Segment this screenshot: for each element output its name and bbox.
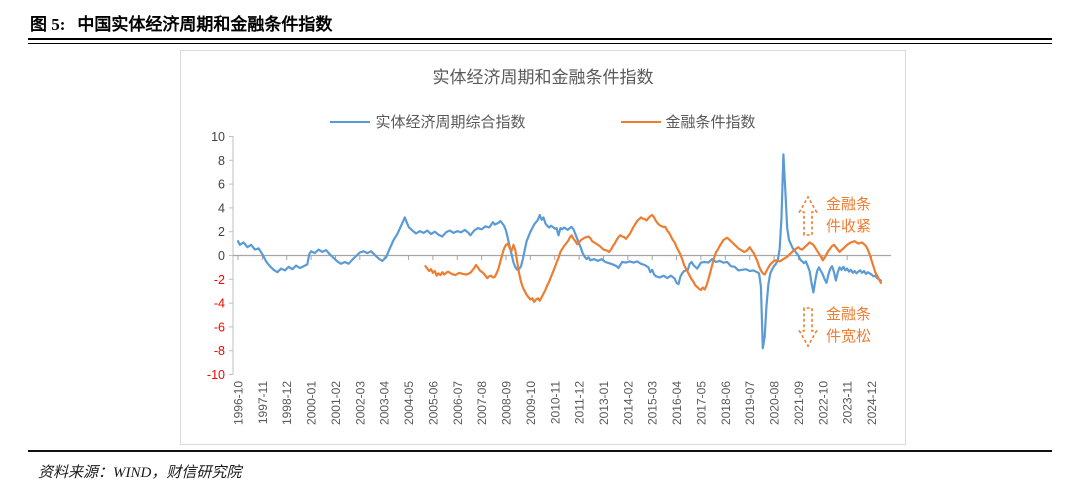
- x-tick-label: 2021-09: [792, 381, 806, 425]
- x-tick-label: 2008-09: [500, 381, 514, 425]
- x-tick-label: 2014-02: [621, 381, 635, 425]
- figure-title: 中国实体经济周期和金融条件指数: [77, 15, 333, 34]
- figure-header: 图 5: 中国实体经济周期和金融条件指数: [30, 10, 332, 35]
- source-rule: [28, 450, 1052, 452]
- y-tick-label: 8: [218, 154, 225, 168]
- x-tick-label: 2000-01: [305, 381, 319, 425]
- annotation-text: 件宽松: [826, 328, 871, 345]
- x-tick-label: 2003-04: [378, 381, 392, 425]
- legend-item-financial-conditions: 金融条件指数: [620, 111, 756, 132]
- legend-line-orange-icon: [620, 120, 661, 123]
- line-chart-plot: -10 -8 -6 -4 -2 0 2 4 6 8 10 1996-10 1997-11 1998-12 2…: [207, 130, 891, 425]
- series-line-economy-cycle: [236, 153, 883, 350]
- y-tick-label: 0: [218, 249, 225, 263]
- x-tick-label: 2007-08: [475, 381, 489, 425]
- y-tick-label: -6: [214, 320, 225, 334]
- chart-legend: 实体经济周期综合指数 金融条件指数: [181, 111, 905, 132]
- annotation-text: 金融条: [826, 306, 871, 323]
- legend-item-economy-index: 实体经济周期综合指数: [330, 111, 526, 132]
- up-arrow-icon: [798, 195, 818, 236]
- x-tick-label: 2016-04: [670, 381, 684, 425]
- y-tick-label: -8: [214, 344, 225, 358]
- y-tick-label: 4: [218, 201, 225, 215]
- chart-title: 实体经济周期和金融条件指数: [432, 68, 654, 87]
- legend-label-financial-conditions: 金融条件指数: [665, 114, 756, 131]
- y-tick-label: -10: [207, 368, 225, 382]
- annotation-text: 件收紧: [826, 218, 871, 235]
- x-tick-label: 2004-05: [402, 381, 416, 425]
- x-tick-label: 1996-10: [232, 381, 246, 425]
- x-axis: 1996-10 1997-11 1998-12 2000-01 2001-02 2002-…: [232, 254, 891, 425]
- x-tick-label: 1997-11: [256, 381, 270, 424]
- legend-label-economy-index: 实体经济周期综合指数: [375, 114, 526, 131]
- y-tick-label: -2: [214, 273, 225, 287]
- x-tick-label: 2011-12: [573, 381, 587, 424]
- y-tick-label: 10: [211, 130, 225, 144]
- x-tick-label: 2020-08: [768, 381, 782, 425]
- x-tick-label: 2001-02: [329, 381, 343, 425]
- x-tick-label: 2009-10: [524, 381, 538, 425]
- source-text: 资料来源：WIND，财信研究院: [38, 465, 242, 481]
- x-tick-label: 2023-11: [841, 381, 855, 424]
- x-tick-label: 2019-07: [743, 381, 757, 425]
- x-tick-label: 2002-03: [353, 381, 367, 425]
- y-tick-label: 2: [218, 225, 225, 239]
- x-tick-label: 2013-01: [597, 381, 611, 425]
- x-tick-label: 2017-05: [694, 381, 708, 425]
- y-tick-label: 6: [218, 178, 225, 192]
- y-axis: -10 -8 -6 -4 -2 0 2 4 6 8 10: [207, 130, 234, 382]
- figure-label: 图 5:: [30, 15, 66, 34]
- chart-card: 实体经济周期和金融条件指数 实体经济周期综合指数 金融条件指数 -10 -8 -6-…: [180, 50, 906, 445]
- x-tick-label: 2022-10: [816, 381, 830, 425]
- x-tick-label: 1998-12: [280, 381, 294, 425]
- x-tick-label: 2010-11: [548, 381, 562, 424]
- x-tick-label: 2024-12: [865, 381, 879, 425]
- series-line-financial-conditions: [424, 213, 883, 303]
- y-tick-label: -4: [214, 297, 225, 311]
- annotation-text: 金融条: [826, 196, 871, 213]
- legend-line-blue-icon: [330, 120, 371, 123]
- header-rule: [28, 38, 1052, 44]
- down-arrow-icon: [798, 307, 818, 348]
- x-tick-label: 2015-03: [646, 381, 660, 425]
- x-tick-label: 2005-06: [426, 381, 440, 425]
- x-tick-label: 2006-07: [451, 381, 465, 425]
- x-tick-label: 2018-06: [719, 381, 733, 425]
